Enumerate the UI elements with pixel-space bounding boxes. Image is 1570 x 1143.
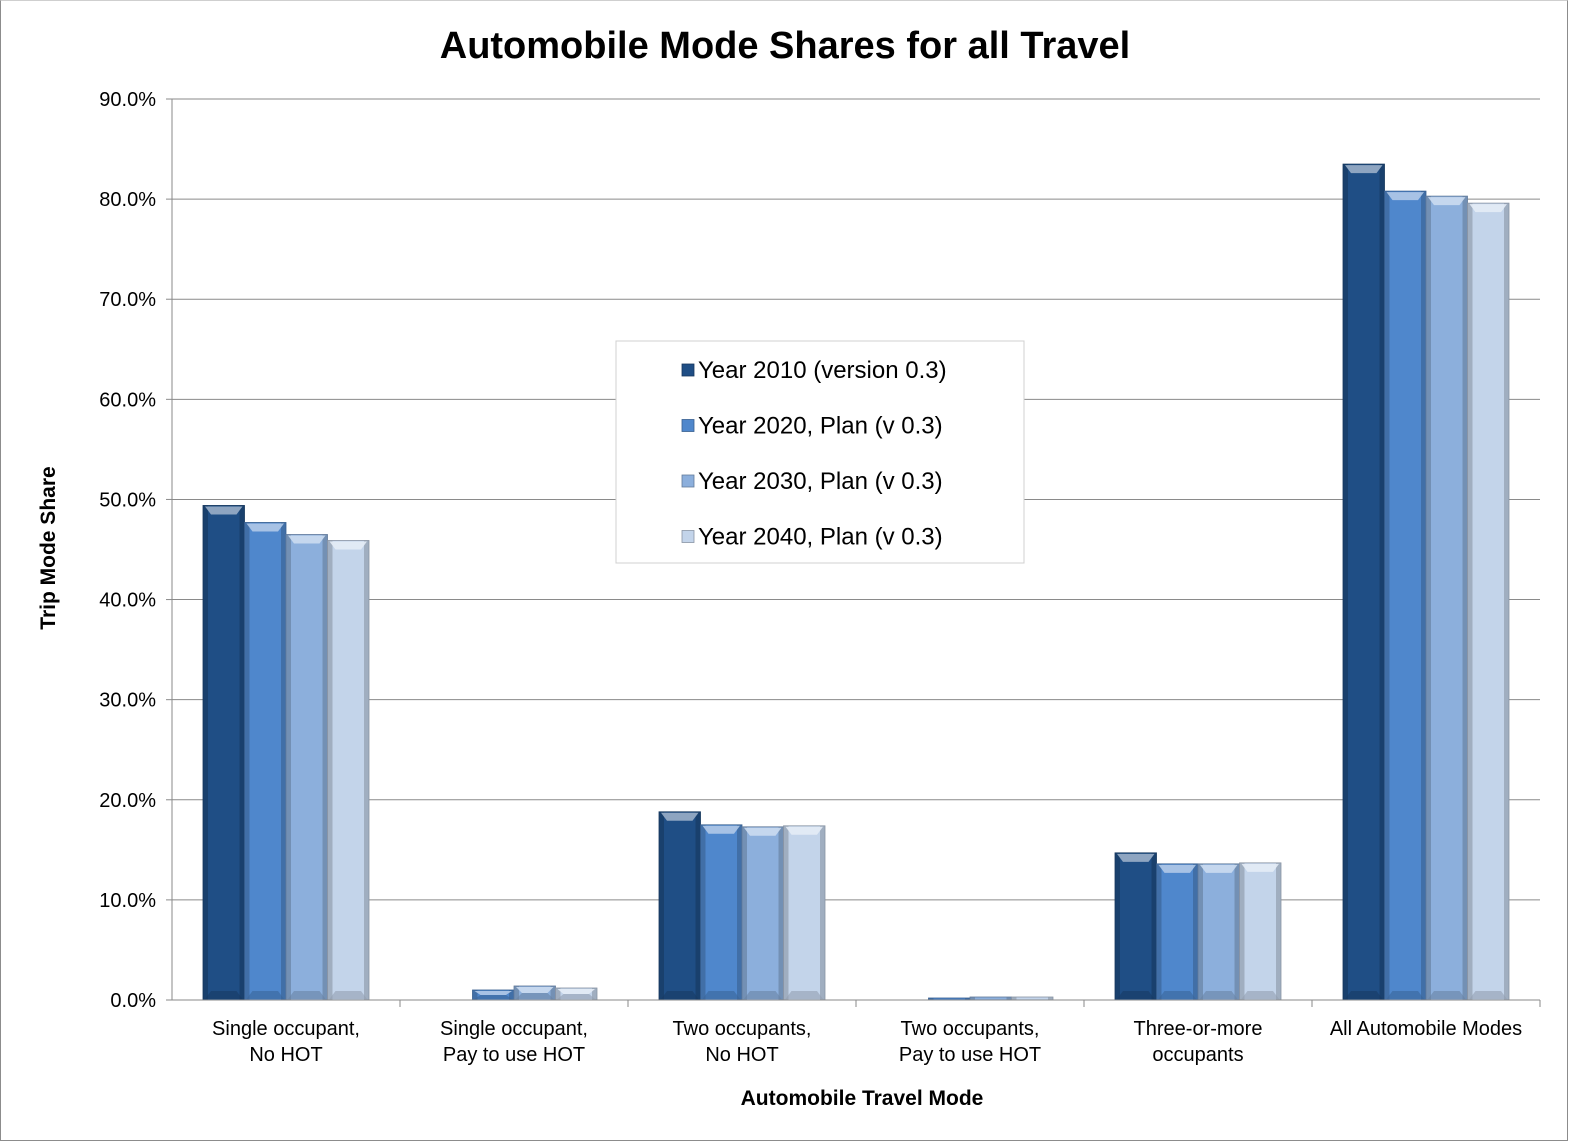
legend-label: Year 2020, Plan (v 0.3) (698, 413, 943, 440)
legend-swatch (681, 419, 695, 432)
bar (1156, 863, 1199, 1001)
x-axis-title: Automobile Travel Mode (741, 1087, 984, 1110)
y-tick-label: 0.0% (110, 990, 156, 1012)
legend-label: Year 2030, Plan (v 0.3) (698, 468, 943, 495)
x-tick-label: Single occupant, No HOT (212, 1018, 360, 1066)
bar (1425, 195, 1468, 1001)
y-tick-label: 40.0% (99, 590, 156, 612)
legend-item: Year 2020, Plan (v 0.3) (681, 413, 943, 440)
chart-title: Automobile Mode Shares for all Travel (440, 25, 1131, 67)
bar (202, 505, 245, 1001)
bar (285, 534, 328, 1001)
y-tick-label: 10.0% (99, 890, 156, 912)
legend-label: Year 2010 (version 0.3) (698, 357, 947, 384)
bar (1467, 202, 1510, 1001)
bar (513, 985, 556, 1001)
x-tick-label: All Automobile Modes (1330, 1018, 1522, 1040)
y-tick-labels: 0.0% 10.0% 20.0% 30.0% 40.0% 50.0% 60.0% 70.0% 8… (99, 89, 156, 1012)
bar (1384, 190, 1427, 1001)
legend-item: Year 2010 (version 0.3) (681, 357, 947, 384)
bar (1197, 863, 1240, 1001)
y-tick-label: 20.0% (99, 790, 156, 812)
legend-swatch (681, 363, 695, 377)
x-tick-label: Two occupants, No HOT (673, 1018, 812, 1066)
legend-box (615, 340, 1025, 564)
bar (700, 824, 743, 1001)
bar (244, 522, 287, 1001)
y-axis-title: Trip Mode Share (37, 466, 60, 629)
y-tick-label: 60.0% (99, 389, 156, 411)
axes (166, 98, 1541, 1007)
bar (783, 825, 826, 1001)
y-tick-label: 90.0% (99, 89, 156, 111)
bar (658, 811, 701, 1001)
gridlines (172, 98, 1540, 901)
bars (202, 163, 1510, 1001)
bar (1239, 862, 1282, 1001)
x-tick-label: Two occupants, Pay to use HOT (899, 1018, 1041, 1066)
bar (1114, 852, 1157, 1001)
legend-item: Year 2030, Plan (v 0.3) (681, 468, 943, 495)
legend-swatch (681, 474, 695, 488)
legend-label: Year 2040, Plan (v 0.3) (698, 524, 943, 551)
y-tick-label: 70.0% (99, 289, 156, 311)
x-tick-label: Single occupant, Pay to use HOT (440, 1018, 588, 1066)
bar (472, 989, 515, 1001)
bar (555, 987, 598, 1001)
y-tick-label: 50.0% (99, 489, 156, 511)
legend-item: Year 2040, Plan (v 0.3) (681, 524, 943, 551)
x-tick-labels: Single occupant, No HOT Single occupant, Pa… (212, 1018, 1522, 1066)
bar (327, 540, 370, 1001)
legend-swatch (681, 530, 695, 543)
bar (1342, 163, 1385, 1001)
y-tick-label: 30.0% (99, 690, 156, 712)
x-tick-label: Three-or-more occupants (1134, 1018, 1263, 1066)
bar (741, 826, 784, 1001)
legend: Year 2010 (version 0.3) Year 2020, Plan (… (615, 340, 1025, 564)
y-tick-label: 80.0% (99, 189, 156, 211)
